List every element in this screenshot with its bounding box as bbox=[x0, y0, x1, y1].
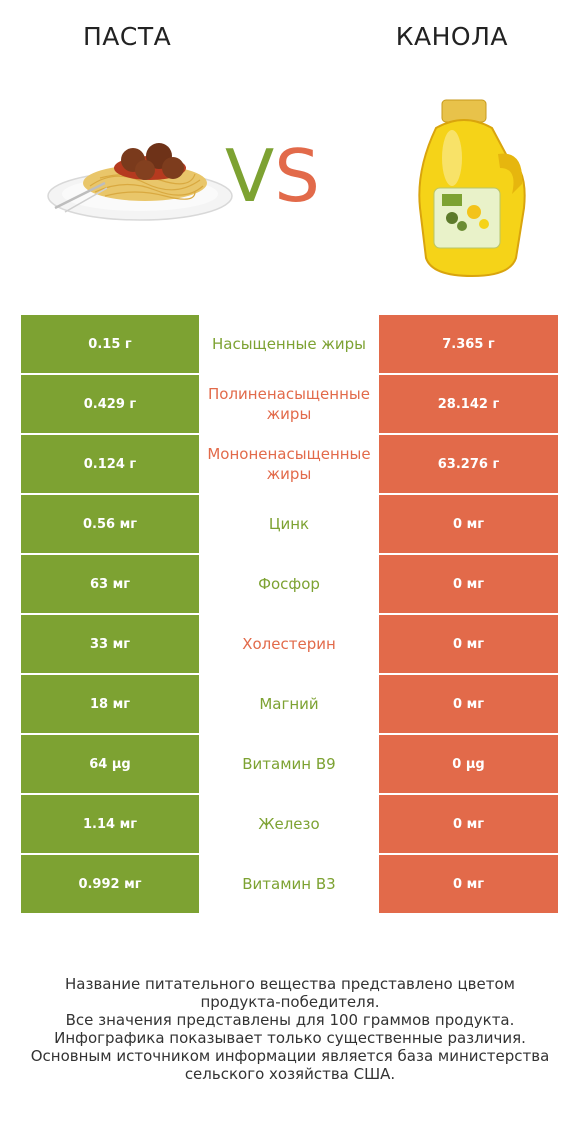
pasta-value: 0.15 г bbox=[21, 315, 199, 373]
nutrient-name: Фосфор bbox=[199, 555, 379, 613]
pasta-value: 0.124 г bbox=[21, 435, 199, 493]
comparison-table: 0.15 г Насыщенные жиры 7.365 г 0.429 г Полин… bbox=[21, 315, 558, 915]
nutrient-label: Цинк bbox=[268, 515, 310, 533]
vs-s-letter: S bbox=[274, 134, 320, 218]
nutrient-label: Витамин B3 bbox=[242, 875, 336, 893]
canola-value: 0 мг bbox=[379, 675, 558, 733]
canola-value: 0 мг bbox=[379, 555, 558, 613]
canola-value: 28.142 г bbox=[379, 375, 558, 433]
footer-line: Все значения представлены для 100 граммо… bbox=[65, 1011, 515, 1029]
footer-line: Основным источником информации является … bbox=[30, 1047, 550, 1065]
table-row: 0.429 г Полиненасыщенные жиры 28.142 г bbox=[21, 375, 558, 433]
pasta-value: 18 мг bbox=[21, 675, 199, 733]
pasta-value: 0.56 мг bbox=[21, 495, 199, 553]
table-row: 0.992 мг Витамин B3 0 мг bbox=[21, 855, 558, 913]
vs-label: VS bbox=[225, 140, 320, 212]
table-row: 33 мг Холестерин 0 мг bbox=[21, 615, 558, 673]
nutrient-label: Фосфор bbox=[258, 575, 320, 593]
right-product-title: КАНОЛА bbox=[395, 22, 508, 51]
nutrient-label: Витамин B9 bbox=[242, 755, 336, 773]
vs-v-letter: V bbox=[225, 134, 275, 218]
nutrient-label: Магний bbox=[259, 695, 319, 713]
pasta-image bbox=[47, 143, 233, 221]
footer-line: продукта-победителя. bbox=[200, 993, 380, 1011]
nutrient-name: Полиненасыщенные жиры bbox=[199, 375, 379, 433]
nutrient-name: Витамин B3 bbox=[199, 855, 379, 913]
canola-value: 7.365 г bbox=[379, 315, 558, 373]
pasta-value: 63 мг bbox=[21, 555, 199, 613]
pasta-value: 33 мг bbox=[21, 615, 199, 673]
nutrient-name: Цинк bbox=[199, 495, 379, 553]
nutrient-name: Магний bbox=[199, 675, 379, 733]
footer-line: Инфографика показывает только существенн… bbox=[54, 1029, 526, 1047]
canola-value: 63.276 г bbox=[379, 435, 558, 493]
table-row: 18 мг Магний 0 мг bbox=[21, 675, 558, 733]
left-product-title: ПАСТА bbox=[83, 22, 172, 51]
nutrient-label: Полиненасыщенные жиры bbox=[208, 385, 370, 423]
table-row: 1.14 мг Железо 0 мг bbox=[21, 795, 558, 853]
table-row: 0.124 г Мононенасыщенные жиры 63.276 г bbox=[21, 435, 558, 493]
footer-line: Название питательного вещества представл… bbox=[65, 975, 515, 993]
footer-line: сельского хозяйства США. bbox=[184, 1065, 396, 1083]
nutrient-name: Насыщенные жиры bbox=[199, 315, 379, 373]
nutrient-name: Мононенасыщенные жиры bbox=[199, 435, 379, 493]
nutrient-label: Холестерин bbox=[242, 635, 336, 653]
nutrient-label: Мононенасыщенные жиры bbox=[207, 445, 371, 483]
canola-value: 0 мг bbox=[379, 855, 558, 913]
pasta-value: 64 µg bbox=[21, 735, 199, 793]
canola-oil-image bbox=[418, 99, 526, 278]
table-row: 64 µg Витамин B9 0 µg bbox=[21, 735, 558, 793]
nutrient-label: Железо bbox=[258, 815, 320, 833]
pasta-value: 0.429 г bbox=[21, 375, 199, 433]
nutrient-label: Насыщенные жиры bbox=[212, 335, 366, 353]
canola-value: 0 мг bbox=[379, 495, 558, 553]
table-row: 0.15 г Насыщенные жиры 7.365 г bbox=[21, 315, 558, 373]
nutrient-name: Холестерин bbox=[199, 615, 379, 673]
canola-value: 0 мг bbox=[379, 795, 558, 853]
table-row: 0.56 мг Цинк 0 мг bbox=[21, 495, 558, 553]
nutrient-name: Витамин B9 bbox=[199, 735, 379, 793]
table-row: 63 мг Фосфор 0 мг bbox=[21, 555, 558, 613]
pasta-value: 0.992 мг bbox=[21, 855, 199, 913]
pasta-value: 1.14 мг bbox=[21, 795, 199, 853]
nutrient-name: Железо bbox=[199, 795, 379, 853]
canola-value: 0 мг bbox=[379, 615, 558, 673]
footer-note: Название питательного вещества представл… bbox=[20, 975, 560, 1083]
canola-value: 0 µg bbox=[379, 735, 558, 793]
